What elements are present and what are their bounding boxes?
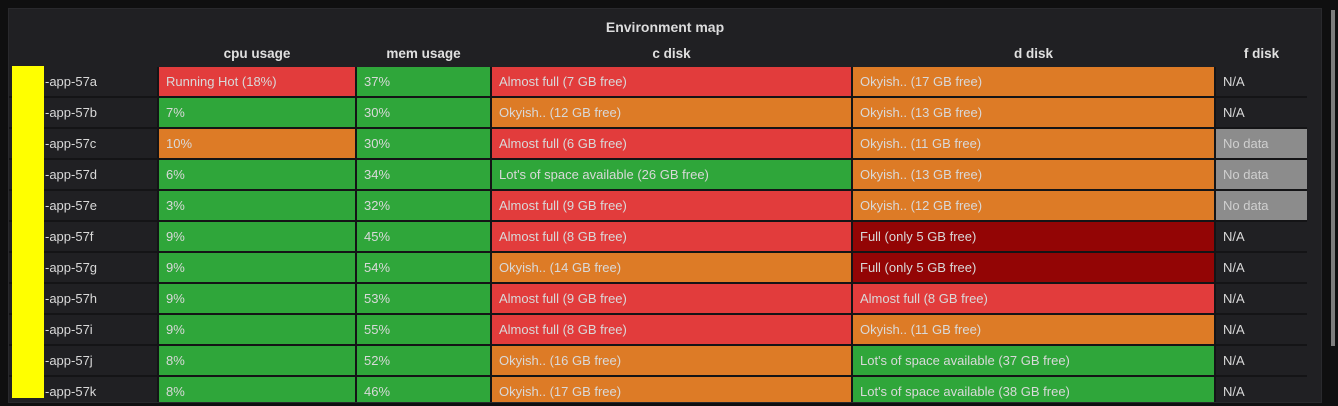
cell-f-disk: No data xyxy=(1216,160,1307,189)
cell-cpu: 9% xyxy=(159,284,355,313)
cell-f-disk: N/A xyxy=(1216,253,1307,282)
table-row: -app-57e 3% 32% Almost full (9 GB free) Okyi… xyxy=(9,191,1307,220)
cell-mem: 30% xyxy=(357,98,490,127)
cell-mem: 34% xyxy=(357,160,490,189)
cell-c-disk: Okyish.. (12 GB free) xyxy=(492,98,851,127)
cell-d-disk: Almost full (8 GB free) xyxy=(853,284,1214,313)
cell-f-disk: No data xyxy=(1216,191,1307,220)
cell-f-disk: N/A xyxy=(1216,98,1307,127)
cell-c-disk: Okyish.. (14 GB free) xyxy=(492,253,851,282)
table-row: -app-57j 8% 52% Okyish.. (16 GB free) Lot's … xyxy=(9,346,1307,375)
cell-cpu: 10% xyxy=(159,129,355,158)
table-header-row: cpu usage mem usage c disk d disk f disk xyxy=(9,41,1321,65)
cell-c-disk: Almost full (8 GB free) xyxy=(492,222,851,251)
cell-c-disk: Almost full (8 GB free) xyxy=(492,315,851,344)
cell-c-disk: Almost full (9 GB free) xyxy=(492,284,851,313)
table-body: -app-57a Running Hot (18%) 37% Almost full … xyxy=(9,67,1307,402)
cell-cpu: 9% xyxy=(159,315,355,344)
cell-mem: 54% xyxy=(357,253,490,282)
cell-d-disk: Lot's of space available (38 GB free) xyxy=(853,377,1214,402)
cell-cpu: 9% xyxy=(159,253,355,282)
cell-c-disk: Lot's of space available (26 GB free) xyxy=(492,160,851,189)
vertical-scrollbar-thumb[interactable] xyxy=(1331,10,1335,346)
column-header-cpu-usage[interactable]: cpu usage xyxy=(223,45,291,61)
redaction-overlay xyxy=(12,66,44,398)
cell-cpu: 9% xyxy=(159,222,355,251)
cell-d-disk: Okyish.. (13 GB free) xyxy=(853,98,1214,127)
cell-c-disk: Almost full (6 GB free) xyxy=(492,129,851,158)
cell-mem: 52% xyxy=(357,346,490,375)
column-header-d-disk[interactable]: d disk xyxy=(1013,45,1053,61)
cell-mem: 32% xyxy=(357,191,490,220)
cell-cpu: Running Hot (18%) xyxy=(159,67,355,96)
cell-c-disk: Okyish.. (17 GB free) xyxy=(492,377,851,402)
cell-d-disk: Okyish.. (12 GB free) xyxy=(853,191,1214,220)
cell-cpu: 7% xyxy=(159,98,355,127)
environment-map-panel: Environment map cpu usage mem usage c di… xyxy=(8,8,1322,403)
cell-cpu: 3% xyxy=(159,191,355,220)
column-header-c-disk[interactable]: c disk xyxy=(652,45,691,61)
table-row: -app-57k 8% 46% Okyish.. (17 GB free) Lot's … xyxy=(9,377,1307,402)
cell-f-disk: N/A xyxy=(1216,346,1307,375)
table-row: -app-57i 9% 55% Almost full (8 GB free) Okyi… xyxy=(9,315,1307,344)
column-header-mem-usage[interactable]: mem usage xyxy=(386,45,461,61)
panel-title[interactable]: Environment map xyxy=(605,19,725,35)
table-row: -app-57h 9% 53% Almost full (9 GB free) Almo… xyxy=(9,284,1307,313)
cell-f-disk: N/A xyxy=(1216,222,1307,251)
cell-f-disk: N/A xyxy=(1216,67,1307,96)
cell-c-disk: Almost full (7 GB free) xyxy=(492,67,851,96)
cell-d-disk: Okyish.. (13 GB free) xyxy=(853,160,1214,189)
table-row: -app-57d 6% 34% Lot's of space available (2… xyxy=(9,160,1307,189)
cell-cpu: 8% xyxy=(159,346,355,375)
cell-d-disk: Lot's of space available (37 GB free) xyxy=(853,346,1214,375)
cell-cpu: 8% xyxy=(159,377,355,402)
cell-mem: 46% xyxy=(357,377,490,402)
cell-cpu: 6% xyxy=(159,160,355,189)
column-header-name xyxy=(9,41,157,65)
cell-d-disk: Okyish.. (17 GB free) xyxy=(853,67,1214,96)
cell-mem: 53% xyxy=(357,284,490,313)
cell-mem: 55% xyxy=(357,315,490,344)
table-row: -app-57f 9% 45% Almost full (8 GB free) Full… xyxy=(9,222,1307,251)
cell-mem: 37% xyxy=(357,67,490,96)
cell-f-disk: N/A xyxy=(1216,315,1307,344)
cell-f-disk: N/A xyxy=(1216,377,1307,402)
cell-mem: 45% xyxy=(357,222,490,251)
table-row: -app-57g 9% 54% Okyish.. (14 GB free) Full (… xyxy=(9,253,1307,282)
cell-d-disk: Full (only 5 GB free) xyxy=(853,253,1214,282)
table-row: -app-57c 10% 30% Almost full (6 GB free) Oky… xyxy=(9,129,1307,158)
cell-c-disk: Almost full (9 GB free) xyxy=(492,191,851,220)
table-row: -app-57a Running Hot (18%) 37% Almost full … xyxy=(9,67,1307,96)
cell-d-disk: Okyish.. (11 GB free) xyxy=(853,129,1214,158)
table-row: -app-57b 7% 30% Okyish.. (12 GB free) Okyish… xyxy=(9,98,1307,127)
cell-f-disk: N/A xyxy=(1216,284,1307,313)
cell-d-disk: Full (only 5 GB free) xyxy=(853,222,1214,251)
column-header-f-disk[interactable]: f disk xyxy=(1243,45,1280,61)
cell-d-disk: Okyish.. (11 GB free) xyxy=(853,315,1214,344)
cell-c-disk: Okyish.. (16 GB free) xyxy=(492,346,851,375)
cell-f-disk: No data xyxy=(1216,129,1307,158)
cell-mem: 30% xyxy=(357,129,490,158)
